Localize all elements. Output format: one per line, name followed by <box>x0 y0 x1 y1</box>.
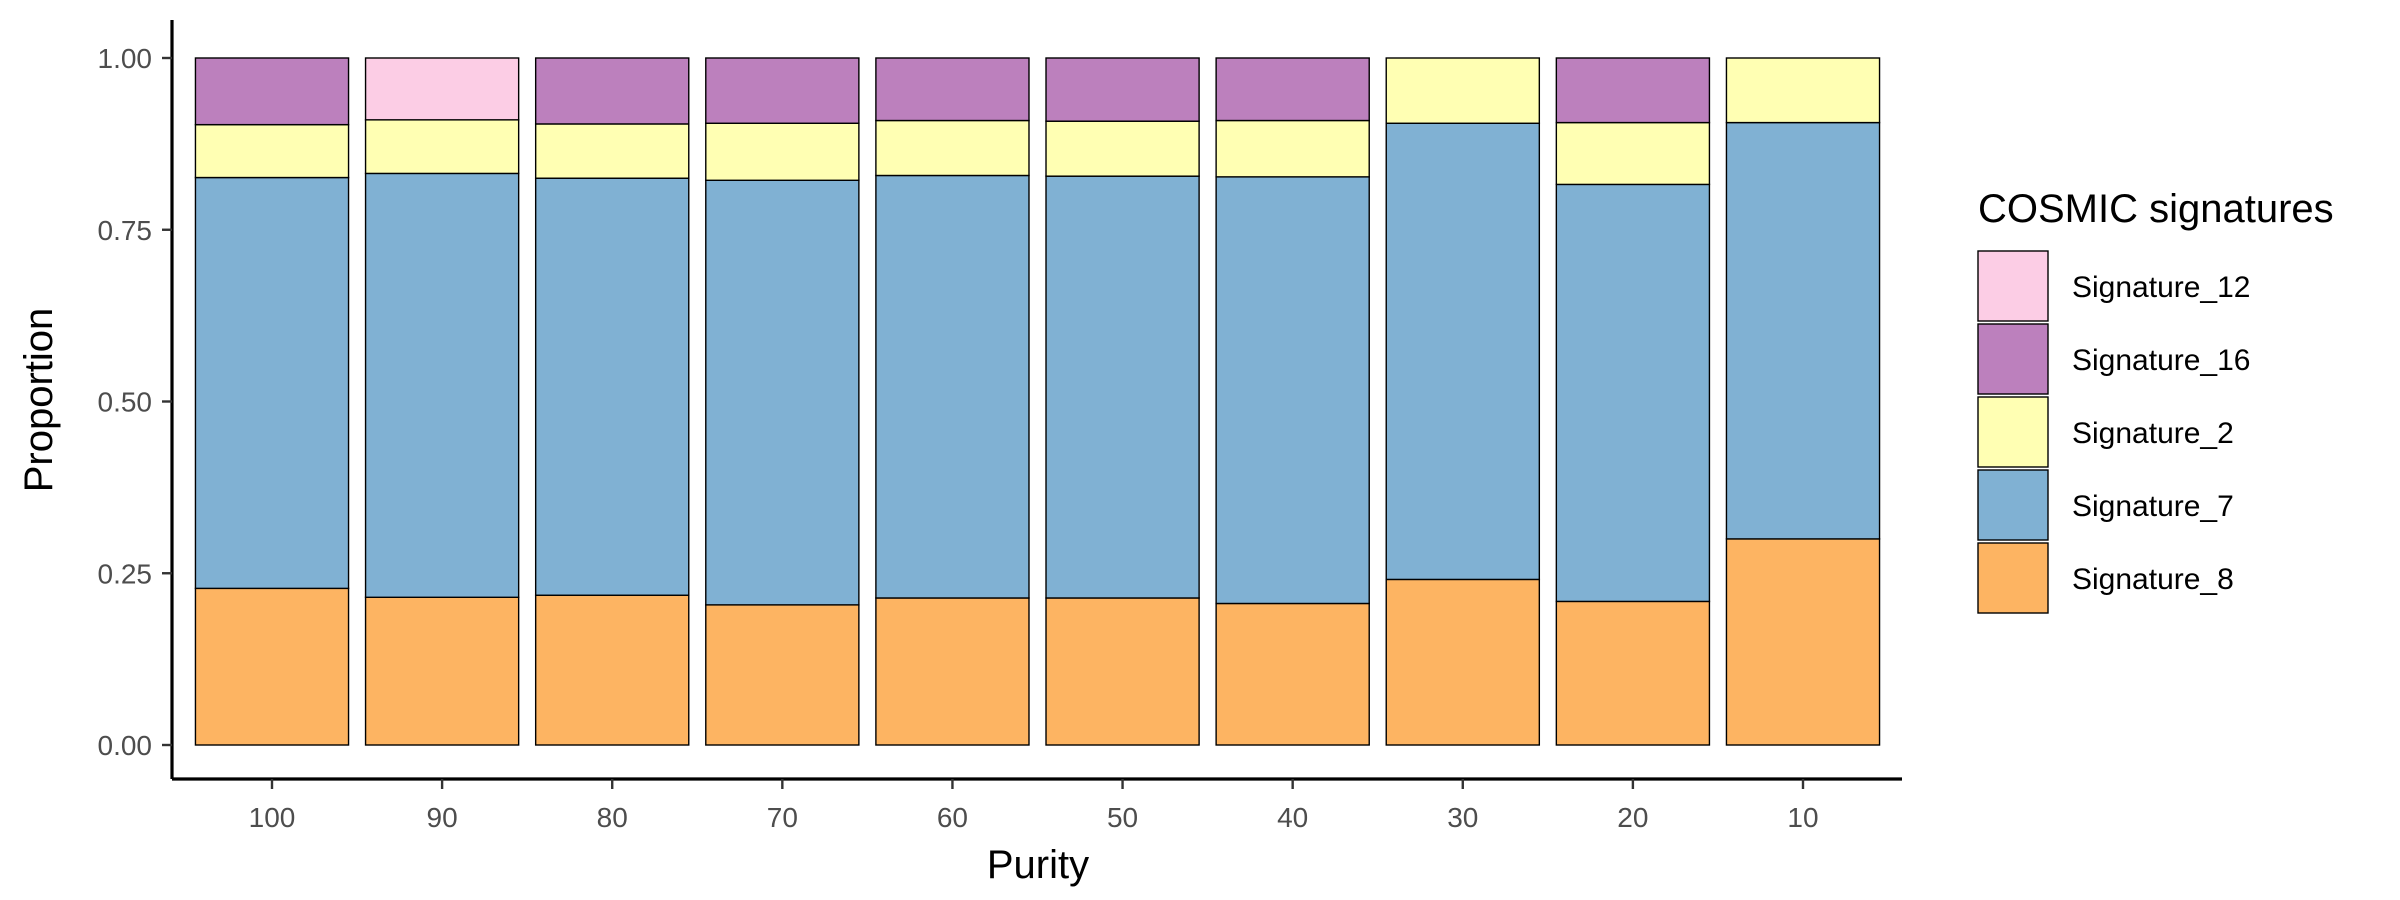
legend: COSMIC signatures Signature_12Signature_… <box>1977 187 2334 614</box>
legend-swatch-signature-2 <box>1977 396 2049 468</box>
x-tick-label: 20 <box>1617 802 1648 833</box>
bar-segment-signature-8-70 <box>705 604 860 746</box>
legend-title: COSMIC signatures <box>1978 187 2334 231</box>
bars-layer <box>194 57 1881 746</box>
legend-label: Signature_2 <box>2072 417 2234 450</box>
y-tick-label: 0.25 <box>98 558 153 589</box>
x-tick-label: 50 <box>1107 802 1138 833</box>
y-tick-label: 0.00 <box>98 730 153 761</box>
bar-segment-signature-7-50 <box>1045 175 1200 599</box>
bar-segment-signature-2-50 <box>1045 120 1200 177</box>
bar-segment-signature-8-20 <box>1555 600 1711 746</box>
bar-segment-signature-8-30 <box>1385 578 1541 746</box>
legend-swatch-signature-12 <box>1977 250 2049 322</box>
legend-label: Signature_12 <box>2072 271 2250 304</box>
bar-segment-signature-2-30 <box>1385 57 1541 124</box>
bar-segment-signature-8-100 <box>194 587 350 746</box>
bar-segment-signature-7-100 <box>194 176 350 590</box>
bar-segment-signature-2-90 <box>364 119 520 175</box>
bar-segment-signature-16-80 <box>534 57 690 125</box>
legend-swatch-signature-7 <box>1977 469 2049 541</box>
x-tick-label: 40 <box>1277 802 1308 833</box>
bar-segment-signature-16-60 <box>875 57 1030 122</box>
bar-segment-signature-2-10 <box>1725 57 1881 124</box>
axes-layer: 0.00 0.25 0.50 0.75 1.00 100 90 80 70 60 50 40 30 20 1… <box>98 20 1902 833</box>
x-tick-label: 70 <box>767 802 798 833</box>
y-tick-label: 0.75 <box>98 215 153 246</box>
bar-segment-signature-7-70 <box>705 179 860 606</box>
bar-segment-signature-16-40 <box>1215 57 1370 122</box>
bar-segment-signature-16-70 <box>705 57 860 124</box>
legend-items: Signature_12 Signature_16 Signature_2 Signa… <box>1977 250 2250 614</box>
bar-segment-signature-2-100 <box>194 123 350 179</box>
bar-segment-signature-8-80 <box>534 594 690 746</box>
bar-segment-signature-2-70 <box>705 122 860 181</box>
bar-segment-signature-8-90 <box>364 596 520 746</box>
bar-segment-signature-8-10 <box>1725 538 1881 746</box>
bar-segment-signature-8-50 <box>1045 597 1200 746</box>
bar-segment-signature-7-20 <box>1555 183 1711 603</box>
x-tick-label: 10 <box>1787 802 1818 833</box>
legend-swatch-signature-16 <box>1977 323 2049 395</box>
y-tick-label: 1.00 <box>98 43 153 74</box>
legend-label: Signature_7 <box>2072 490 2234 523</box>
bar-segment-signature-2-80 <box>534 123 690 179</box>
bar-segment-signature-8-60 <box>875 597 1030 746</box>
legend-swatch-signature-8 <box>1977 542 2049 614</box>
bar-segment-signature-2-20 <box>1555 121 1711 186</box>
bar-segment-signature-8-40 <box>1215 602 1370 746</box>
x-axis-title: Purity <box>987 843 1089 887</box>
bar-segment-signature-7-80 <box>534 177 690 596</box>
bar-segment-signature-7-90 <box>364 172 520 599</box>
bar-segment-signature-7-10 <box>1725 121 1881 540</box>
x-tick-label: 90 <box>427 802 458 833</box>
bar-segment-signature-7-30 <box>1385 122 1541 581</box>
bar-segment-signature-2-60 <box>875 119 1030 177</box>
y-axis-title: Proportion <box>17 308 61 493</box>
bar-segment-signature-16-50 <box>1045 57 1200 122</box>
legend-label: Signature_8 <box>2072 563 2234 596</box>
bar-segment-signature-7-60 <box>875 174 1030 599</box>
bar-segment-signature-2-40 <box>1215 119 1370 178</box>
bar-segment-signature-7-40 <box>1215 176 1370 605</box>
y-tick-label: 0.50 <box>98 387 153 418</box>
x-tick-label: 80 <box>597 802 628 833</box>
legend-label: Signature_16 <box>2072 344 2250 377</box>
bar-segment-signature-16-20 <box>1555 57 1711 124</box>
bar-segment-signature-16-100 <box>194 57 350 126</box>
x-tick-label: 100 <box>249 802 296 833</box>
x-tick-label: 30 <box>1447 802 1478 833</box>
x-tick-label: 60 <box>937 802 968 833</box>
bar-segment-signature-12-90 <box>364 57 520 121</box>
